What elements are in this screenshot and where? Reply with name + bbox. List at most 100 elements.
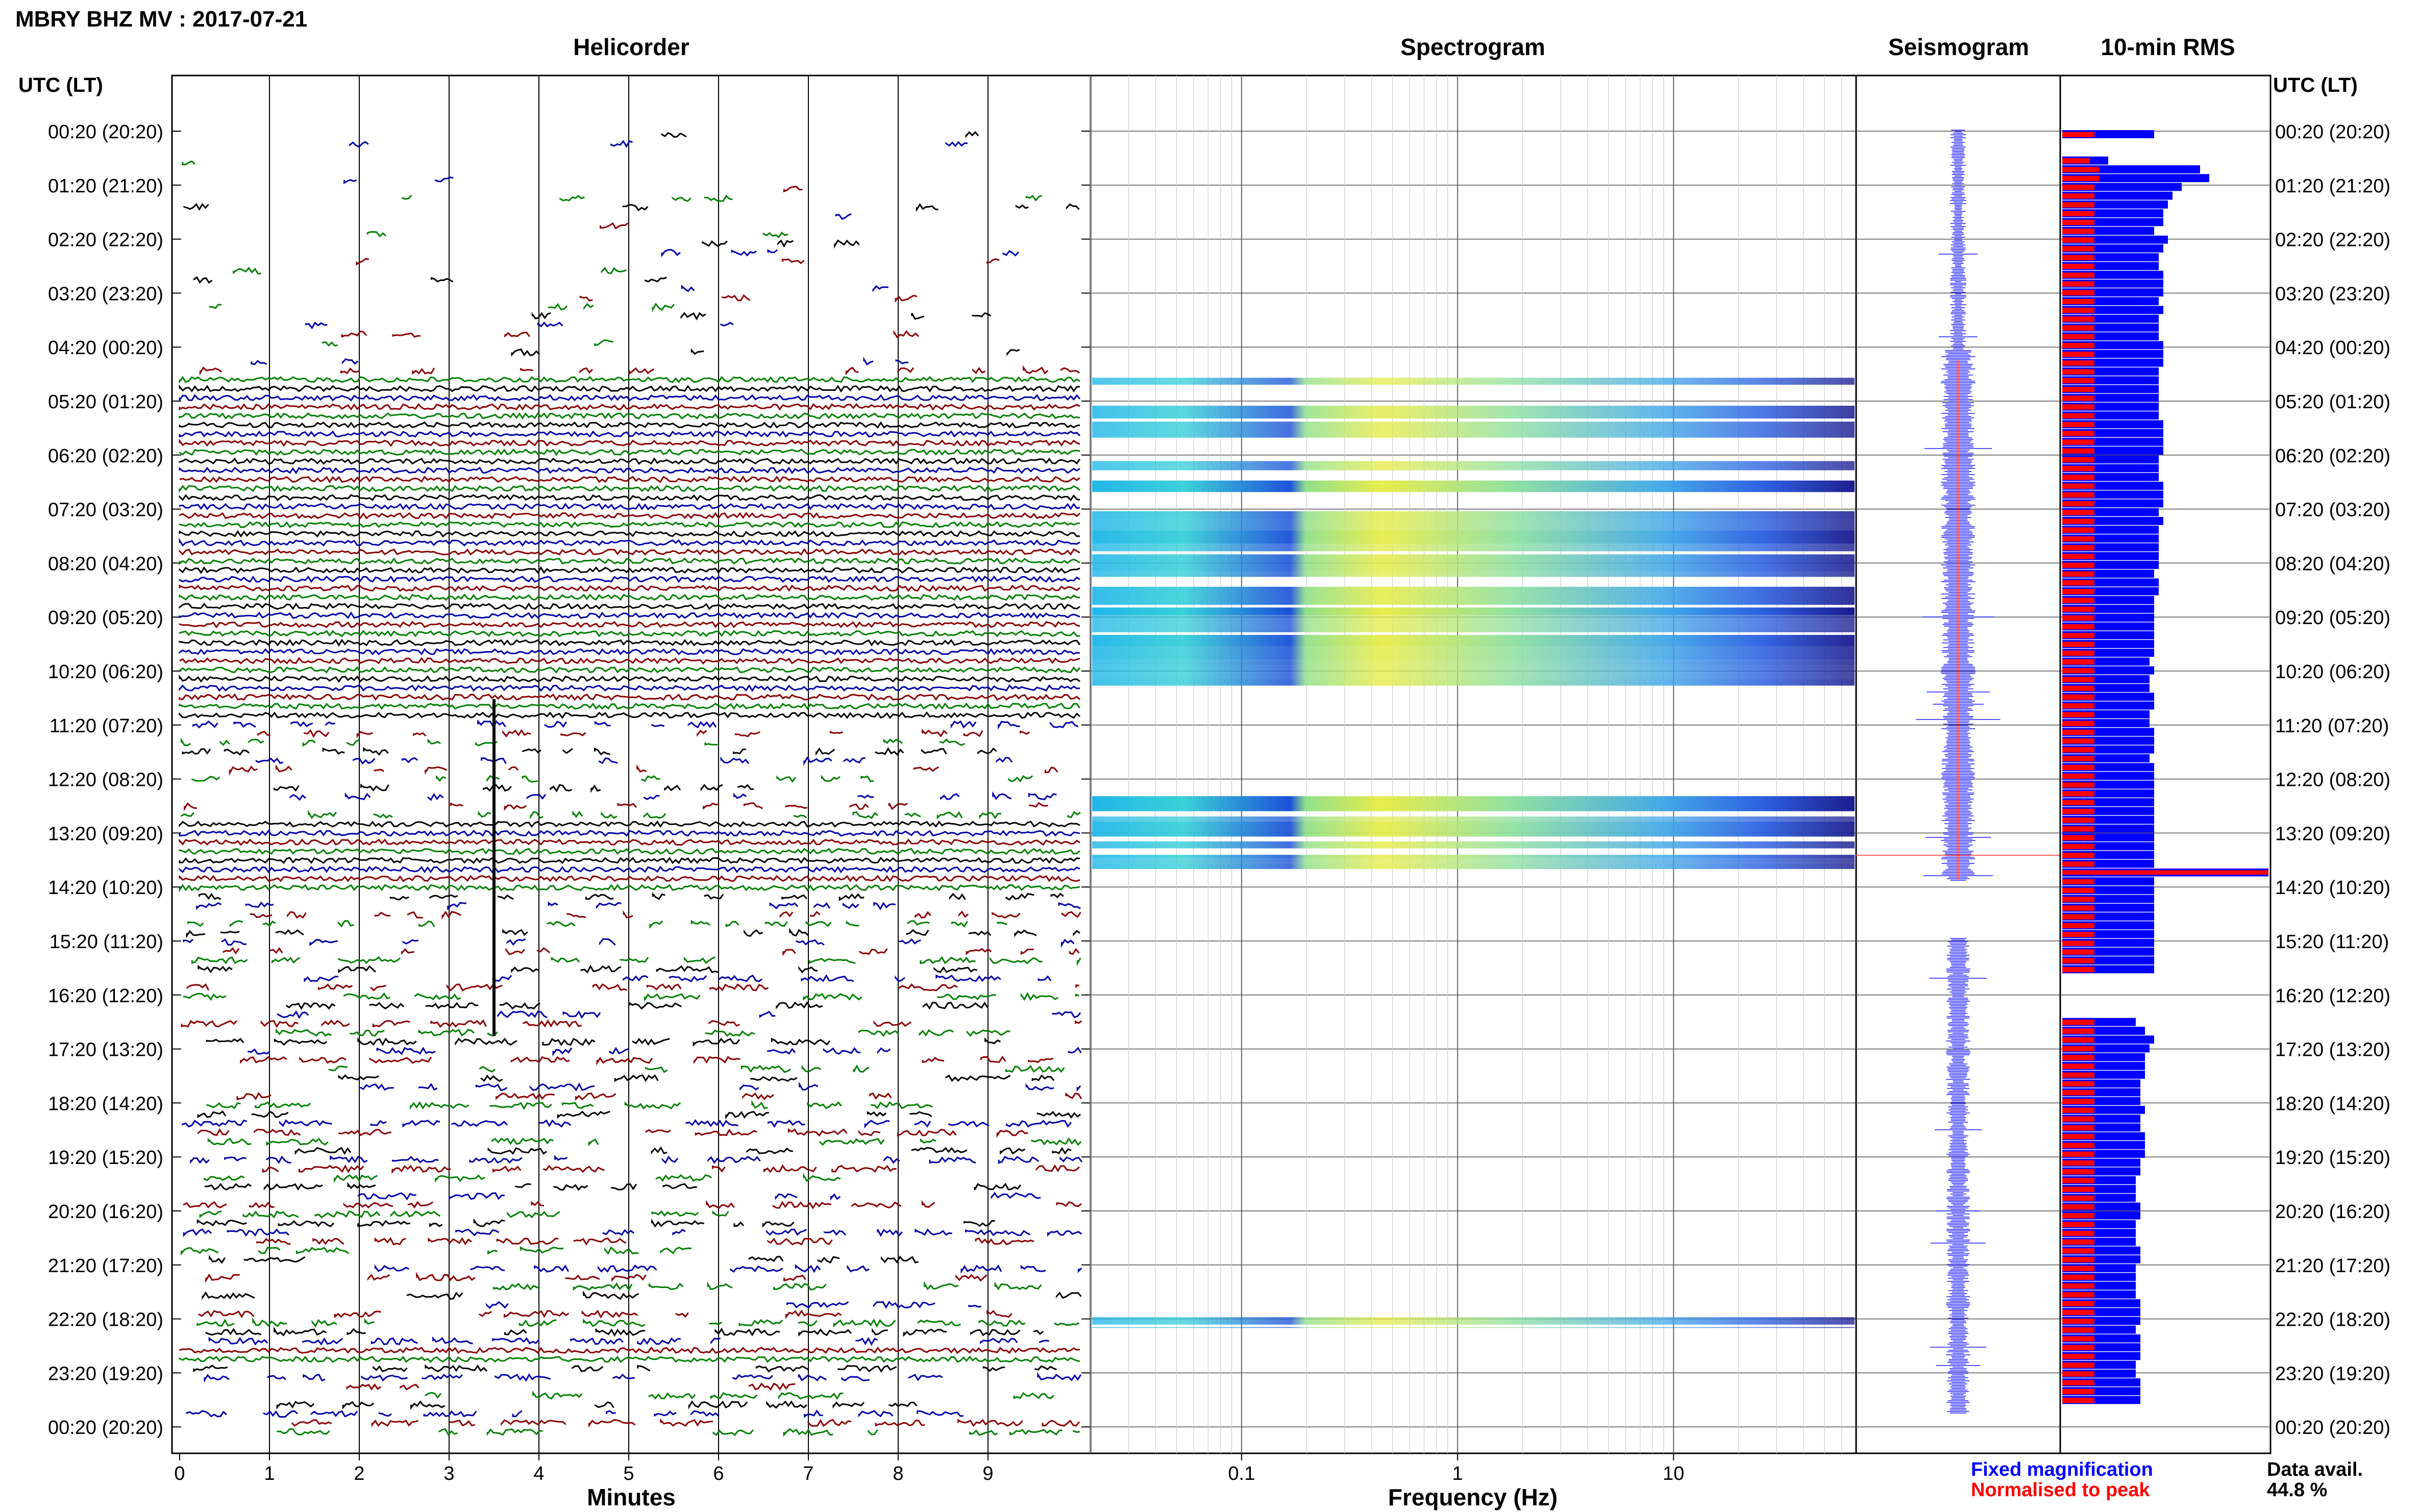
helicorder-trace-segment: [738, 1319, 783, 1326]
helicorder-trace-segment: [305, 321, 328, 330]
helicorder-trace-segment: [487, 1147, 547, 1155]
helicorder-trace-segment: [430, 1019, 487, 1028]
helicorder-trace-segment: [344, 792, 371, 801]
helicorder-trace-segment: [877, 1047, 891, 1054]
time-tick-label-left: 13:20 (09:20): [48, 823, 163, 845]
rms-bar-normalised: [2062, 1063, 2094, 1069]
helicorder-trace-segment: [529, 1082, 595, 1092]
rms-bar-normalised: [2062, 158, 2090, 164]
time-tick-label-left: 11:20 (07:20): [50, 715, 163, 737]
helicorder-trace-segment: [1068, 1047, 1082, 1054]
rms-bar-normalised: [2062, 193, 2094, 199]
helicorder-trace-segment: [180, 737, 191, 747]
rms-bar-normalised: [2062, 562, 2094, 568]
x-tick-label: 7: [803, 1463, 813, 1484]
rms-bar-normalised: [2062, 598, 2094, 603]
helicorder-trace-segment: [742, 1092, 774, 1101]
rms-bar-normalised: [2062, 1230, 2094, 1236]
helicorder-trace-segment: [718, 974, 762, 982]
helicorder-trace-segment: [834, 239, 860, 249]
helicorder-trace-segment: [204, 1183, 252, 1191]
helicorder-trace-segment: [972, 312, 992, 317]
helicorder-trace-segment: [295, 1247, 350, 1254]
helicorder-trace-segment: [511, 966, 540, 973]
time-tick-label-right: 21:20 (17:20): [2275, 1255, 2390, 1277]
spectrogram-strip: [1092, 816, 1855, 822]
helicorder-trace-segment: [829, 731, 843, 734]
rms-bar-normalised: [2062, 1336, 2094, 1342]
helicorder-trace-segment: [685, 1119, 738, 1128]
helicorder-trace-segment: [895, 975, 905, 982]
helicorder-trace-segment: [592, 983, 627, 991]
rms-bar-normalised: [2062, 325, 2094, 331]
helicorder-trace-segment: [644, 993, 701, 1002]
helicorder-title: Helicorder: [573, 34, 689, 60]
spectrogram-strip: [1092, 519, 1855, 531]
helicorder-trace-segment: [594, 1401, 614, 1408]
helicorder-trace-segment: [309, 939, 338, 947]
helicorder-trace-segment: [182, 1119, 248, 1128]
rms-bar-normalised: [2062, 694, 2094, 700]
helicorder-trace-segment: [596, 1056, 653, 1065]
helicorder-trace-segment: [435, 1174, 485, 1183]
helicorder-trace-segment: [209, 304, 222, 309]
rms-bar-normalised: [2062, 1099, 2094, 1104]
helicorder-trace-segment: [911, 1147, 968, 1153]
time-tick-label-left: 20:20 (16:20): [48, 1201, 163, 1223]
helicorder-trace-segment: [637, 1337, 681, 1345]
helicorder-trace-segment: [1075, 993, 1079, 997]
helicorder-trace-segment: [276, 1401, 315, 1410]
helicorder-trace-segment: [859, 948, 888, 955]
helicorder-trace-segment: [972, 367, 986, 374]
helicorder-trace-segment: [407, 911, 423, 919]
helicorder-trace-segment: [624, 1101, 681, 1110]
helicorder-trace-segment: [703, 802, 719, 810]
helicorder-trace-segment: [690, 1410, 720, 1417]
helicorder-trace-segment: [371, 1337, 418, 1345]
helicorder-trace-segment: [895, 359, 908, 364]
helicorder-trace-segment: [429, 1223, 443, 1228]
helicorder-trace-segment: [179, 1355, 1080, 1363]
helicorder-trace-segment: [838, 893, 865, 901]
helicorder-trace-segment: [372, 1020, 410, 1028]
helicorder-trace-segment: [843, 902, 859, 909]
helicorder-trace-segment: [851, 1201, 902, 1209]
x-tick-label: 1: [1452, 1463, 1463, 1484]
helicorder-trace-segment: [832, 1401, 865, 1409]
helicorder-trace-segment: [936, 811, 963, 820]
rms-bar-normalised: [2062, 844, 2094, 850]
rms-bar-normalised: [2062, 703, 2094, 709]
helicorder-trace-segment: [413, 732, 427, 737]
helicorder-trace-segment: [1050, 893, 1064, 899]
helicorder-trace-segment: [333, 1174, 378, 1183]
helicorder-trace-segment: [1076, 957, 1081, 966]
helicorder-trace-segment: [1031, 1137, 1082, 1146]
helicorder-trace-segment: [720, 756, 750, 764]
helicorder-trace-segment: [748, 1382, 796, 1391]
helicorder-trace-segment: [778, 1392, 844, 1400]
helicorder-trace-segment: [921, 748, 947, 755]
helicorder-trace-segment: [766, 1228, 807, 1236]
helicorder-trace-segment: [899, 938, 921, 945]
helicorder-trace-segment: [179, 611, 1080, 619]
spectrogram-strip: [1092, 511, 1855, 520]
helicorder-trace-segment: [897, 1129, 957, 1137]
x-tick-label: 8: [893, 1463, 903, 1484]
time-tick-label-left: 19:20 (15:20): [48, 1147, 163, 1169]
helicorder-trace-segment: [978, 1319, 1026, 1327]
time-tick-label-left: 05:20 (01:20): [48, 391, 163, 413]
helicorder-trace-segment: [610, 140, 633, 148]
helicorder-trace-segment: [205, 1328, 262, 1336]
helicorder-trace-segment: [240, 1056, 287, 1064]
helicorder-trace-segment: [475, 1083, 508, 1092]
helicorder-trace-segment: [486, 775, 500, 782]
helicorder-trace-segment: [803, 1172, 841, 1182]
helicorder-trace-segment: [782, 949, 796, 956]
helicorder-trace-segment: [179, 466, 1080, 475]
time-tick-label-right: 19:20 (15:20): [2275, 1147, 2390, 1169]
time-tick-label-right: 01:20 (21:20): [2275, 176, 2390, 197]
helicorder-trace-segment: [322, 341, 338, 347]
helicorder-trace-segment: [263, 1410, 298, 1418]
helicorder-trace-segment: [688, 1400, 748, 1410]
helicorder-trace-segment: [507, 1211, 560, 1219]
